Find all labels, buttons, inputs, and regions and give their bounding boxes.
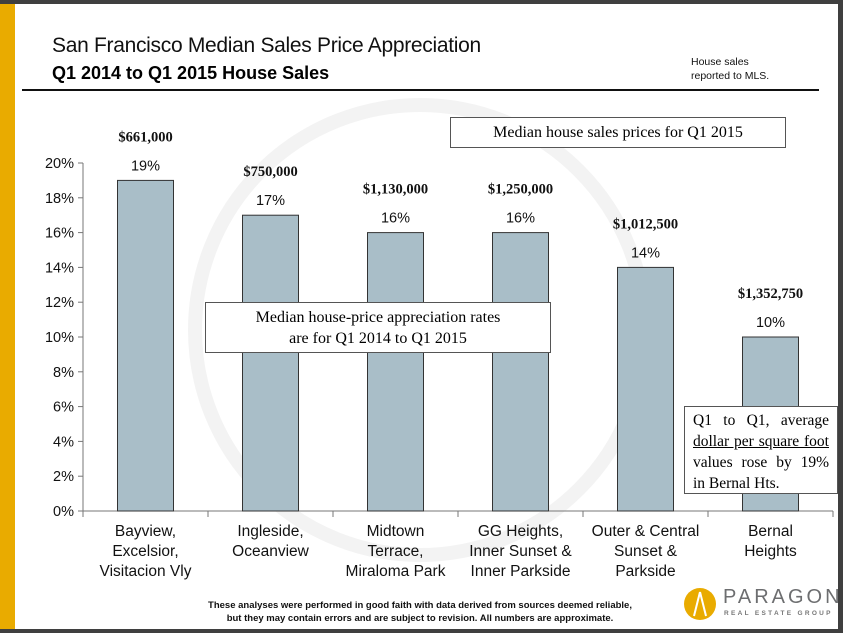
y-tick-label: 6% [53, 400, 74, 416]
chart-subtitle: Q1 2014 to Q1 2015 House Sales [52, 63, 330, 83]
y-tick-label: 0% [53, 504, 74, 520]
category-label: Visitacion Vly [100, 563, 192, 580]
chart-title: San Francisco Median Sales Price Appreci… [52, 34, 481, 57]
logo-name: PARAGON [723, 586, 843, 608]
logo-tagline: REAL ESTATE GROUP [724, 610, 833, 617]
bar [617, 266, 674, 512]
category-label: Terrace, [368, 543, 424, 560]
category-label: Oceanview [232, 543, 309, 560]
y-tick-label: 8% [53, 365, 74, 381]
y-tick-label: 16% [45, 226, 74, 242]
source-note: House sales reported to MLS. [691, 55, 769, 83]
y-tick-label: 4% [53, 434, 74, 450]
y-tick-label: 2% [53, 469, 74, 485]
annotation-line: are for Q1 2014 to Q1 2015 [289, 330, 467, 347]
category-label: Sunset & [614, 543, 678, 560]
y-tick-label: 10% [45, 330, 74, 346]
y-tick-label: 14% [45, 260, 74, 276]
disclaimer: These analyses were performed in good fa… [150, 599, 690, 625]
disclaimer-line: but they may contain errors and are subj… [226, 613, 614, 624]
title-divider [22, 89, 819, 91]
annotation-line: Median house-price appreciation rates [255, 309, 501, 326]
price-label: $750,000 [243, 164, 297, 180]
value-label: 16% [381, 211, 410, 227]
annotation-text: values rose by 19% in Bernal Hts. [693, 454, 829, 492]
category-label: Bayview, [115, 523, 176, 540]
value-label: 16% [506, 211, 535, 227]
note-line: House sales [691, 56, 749, 68]
bar [117, 179, 174, 512]
disclaimer-line: These analyses were performed in good fa… [208, 600, 632, 611]
prices-annotation: Median house sales prices for Q1 2015 [450, 117, 786, 148]
bernal-annotation: Q1 to Q1, average dollar per square foot… [684, 406, 838, 494]
value-label: 19% [131, 158, 160, 174]
bar [492, 232, 549, 512]
category-label: Parkside [615, 563, 675, 580]
category-label: Inner Parkside [471, 563, 571, 580]
bar [367, 232, 424, 512]
price-label: $1,250,000 [488, 182, 553, 198]
paragon-logo: PARAGON REAL ESTATE GROUP [683, 586, 840, 622]
bar [242, 214, 299, 512]
y-tick-label: 12% [45, 295, 74, 311]
y-tick-label: 18% [45, 191, 74, 207]
logo-icon [684, 588, 716, 620]
accent-bar [0, 0, 15, 633]
price-label: $1,352,750 [738, 286, 803, 302]
category-label: Miraloma Park [346, 563, 446, 580]
category-label: GG Heights, [478, 523, 563, 540]
category-label: Outer & Central [592, 523, 700, 540]
category-label: Heights [744, 543, 797, 560]
y-tick-label: 20% [45, 156, 74, 172]
price-label: $1,012,500 [613, 216, 678, 232]
category-label: Bernal [748, 523, 793, 540]
value-label: 10% [756, 315, 785, 331]
category-label: Inner Sunset & [469, 543, 572, 560]
note-line: reported to MLS. [691, 70, 770, 82]
annotation-text: Q1 to Q1, average [693, 412, 829, 429]
value-label: 17% [256, 193, 285, 209]
category-label: Midtown [367, 523, 425, 540]
annotation-underlined: dollar per square foot [693, 433, 829, 450]
price-label: $661,000 [118, 129, 172, 145]
price-label: $1,130,000 [363, 182, 428, 198]
category-label: Excelsior, [112, 543, 178, 560]
rates-annotation: Median house-price appreciation rates are… [205, 302, 551, 353]
category-label: Ingleside, [237, 523, 303, 540]
value-label: 14% [631, 245, 660, 261]
